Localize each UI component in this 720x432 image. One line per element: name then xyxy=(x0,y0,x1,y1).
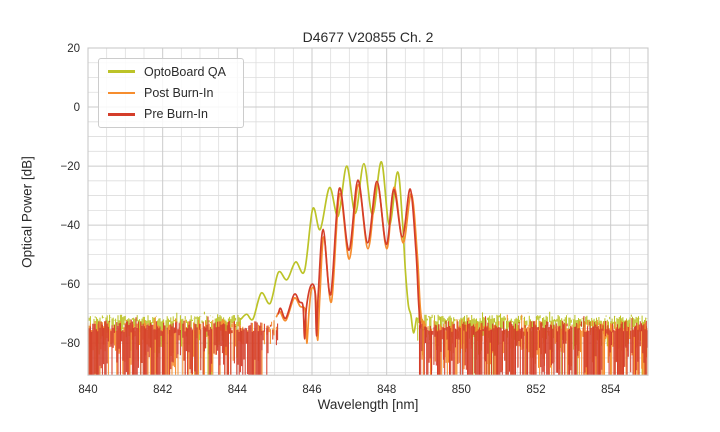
legend-line-swatch-optoboard-qa xyxy=(108,70,135,73)
y-tick-label: 0 xyxy=(74,102,80,114)
legend-item-pre-burn-in: Pre Burn-In xyxy=(108,104,243,124)
y-axis-label: Optical Power [dB] xyxy=(19,156,35,268)
legend-label-post-burn-in: Post Burn-In xyxy=(144,85,214,100)
x-tick-label: 854 xyxy=(601,384,621,396)
x-tick-label: 840 xyxy=(78,384,97,396)
chart-title: D4677 V20855 Ch. 2 xyxy=(302,29,434,45)
series-line-pre-burn-in xyxy=(277,179,422,340)
series-line-optoboard-qa xyxy=(240,161,418,334)
x-tick-label: 850 xyxy=(452,384,471,396)
x-tick-label: 852 xyxy=(526,384,545,396)
tick-labels: 840 842 844 846 848 850 852 854 20 0 −20 −40 −60 −80 xyxy=(60,43,620,396)
x-tick-label: 844 xyxy=(228,384,248,396)
y-tick-label: −20 xyxy=(60,161,80,173)
y-tick-label: −80 xyxy=(60,338,80,350)
plot-frame xyxy=(87,47,649,376)
legend: OptoBoard QA Post Burn-In Pre Burn-In xyxy=(98,58,244,128)
y-tick-label: 20 xyxy=(67,43,80,55)
legend-item-post-burn-in: Post Burn-In xyxy=(108,83,243,103)
legend-label-optoboard-qa: OptoBoard QA xyxy=(144,64,226,79)
legend-item-optoboard-qa: OptoBoard QA xyxy=(108,62,243,82)
legend-line-swatch-pre-burn-in xyxy=(108,113,135,116)
legend-label-pre-burn-in: Pre Burn-In xyxy=(144,107,208,122)
y-tick-label: −60 xyxy=(60,279,80,291)
x-tick-label: 846 xyxy=(302,384,321,396)
x-axis-label: Wavelength [nm] xyxy=(317,397,419,412)
x-tick-label: 842 xyxy=(153,384,172,396)
legend-line-swatch-post-burn-in xyxy=(108,91,135,95)
y-tick-label: −40 xyxy=(60,220,80,232)
x-tick-label: 848 xyxy=(377,384,396,396)
